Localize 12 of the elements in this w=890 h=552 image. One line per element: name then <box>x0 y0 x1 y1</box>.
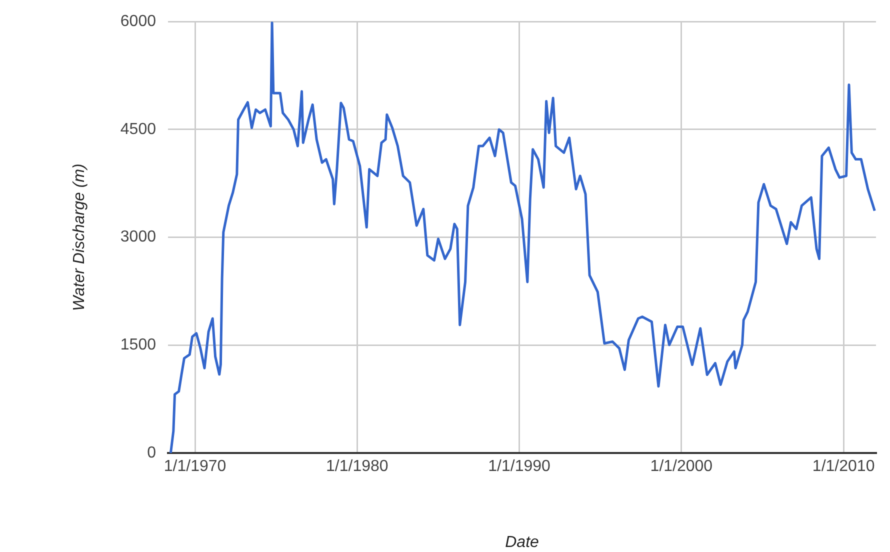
x-tick-label: 1/1/1980 <box>326 458 388 476</box>
x-tick-label: 1/1/2010 <box>812 458 875 476</box>
y-tick-label: 4500 <box>120 120 156 138</box>
x-tick-label: 1/1/1970 <box>164 458 226 476</box>
y-tick-label: 0 <box>147 444 156 462</box>
y-tick-label: 6000 <box>120 13 156 30</box>
x-tick-label: 1/1/1990 <box>488 458 551 476</box>
y-tick-label: 1500 <box>120 336 156 354</box>
y-tick-label: 3000 <box>120 228 156 246</box>
x-tick-label: 1/1/2000 <box>650 458 713 476</box>
x-axis-title: Date <box>505 534 539 551</box>
y-axis-title: Water Discharge (m) <box>71 164 88 311</box>
